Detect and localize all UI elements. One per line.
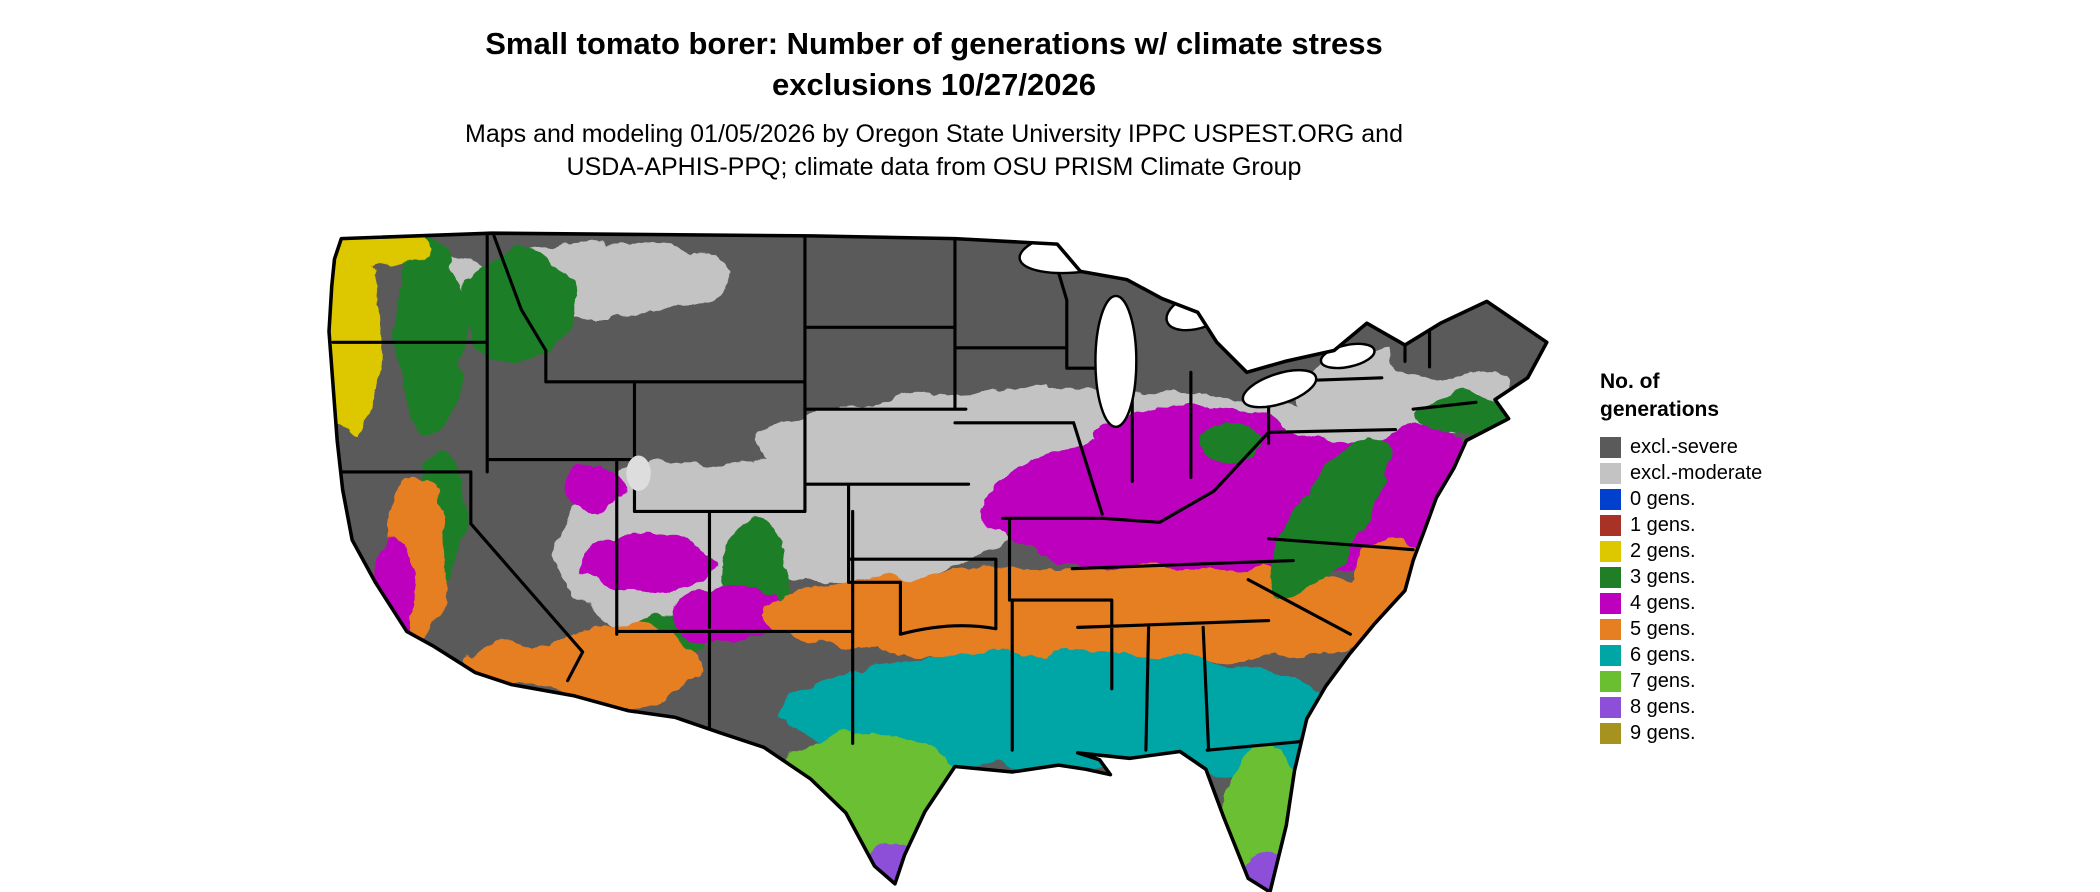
legend-item: excl.-moderate	[1600, 461, 1762, 487]
lake-michigan	[1094, 294, 1138, 429]
legend-swatch	[1600, 593, 1621, 615]
legend-label: 3 gens.	[1630, 566, 1696, 589]
lake-erie	[1241, 368, 1318, 409]
map-subtitle: Maps and modeling 01/05/2026 by Oregon S…	[465, 118, 1403, 184]
legend-swatch	[1600, 645, 1621, 667]
legend-item: 8 gens.	[1600, 695, 1762, 721]
legend-label: 5 gens.	[1630, 618, 1696, 641]
us-generations-map	[314, 225, 1555, 892]
legend-swatch	[1600, 489, 1621, 511]
region-excl-severe-northeast	[1385, 298, 1512, 381]
legend-swatch	[1600, 619, 1621, 641]
legend-item: 7 gens.	[1600, 669, 1762, 695]
legend-label: 4 gens.	[1630, 592, 1696, 615]
map-subtitle-line2: USDA-APHIS-PPQ; climate data from OSU PR…	[566, 153, 1302, 181]
map-title: Small tomato borer: Number of generation…	[485, 24, 1383, 106]
map-subtitle-line1: Maps and modeling 01/05/2026 by Oregon S…	[465, 120, 1403, 148]
legend-label: excl.-moderate	[1630, 462, 1763, 485]
great-salt-lake	[626, 455, 651, 491]
legend-heading: No. of generations	[1600, 368, 1762, 425]
legend-item: 5 gens.	[1600, 617, 1762, 643]
legend-item: 2 gens.	[1600, 539, 1762, 565]
legend-label: 7 gens.	[1630, 670, 1696, 693]
map-title-line2: exclusions 10/27/2026	[771, 66, 1097, 102]
legend-swatch	[1600, 671, 1621, 693]
legend-swatch	[1600, 515, 1621, 537]
legend-swatch	[1600, 463, 1621, 485]
legend-item: 3 gens.	[1600, 565, 1762, 591]
legend-swatch	[1600, 723, 1621, 745]
state-borders	[331, 233, 1478, 752]
legend-item: 9 gens.	[1600, 721, 1762, 747]
us-outline	[327, 231, 1549, 892]
legend: No. of generations excl.-severe excl.-mo…	[1600, 368, 1762, 747]
legend-item: 1 gens.	[1600, 513, 1762, 539]
legend-label: 2 gens.	[1630, 540, 1696, 563]
legend-item: 0 gens.	[1600, 487, 1762, 513]
legend-swatch	[1600, 567, 1621, 589]
legend-label: 9 gens.	[1630, 722, 1696, 745]
legend-swatch	[1600, 697, 1621, 719]
region-8-gens	[863, 844, 1296, 892]
legend-label: 0 gens.	[1630, 488, 1696, 511]
legend-swatch	[1600, 437, 1621, 459]
legend-label: excl.-severe	[1630, 436, 1738, 459]
map-title-line1: Small tomato borer: Number of generation…	[485, 26, 1383, 61]
legend-item: 4 gens.	[1600, 591, 1762, 617]
legend-heading-line2: generations	[1600, 398, 1720, 422]
us-map-svg	[327, 231, 1549, 892]
legend-label: 1 gens.	[1630, 514, 1696, 537]
legend-swatch	[1600, 541, 1621, 563]
legend-rows: excl.-severe excl.-moderate 0 gens. 1 ge…	[1600, 435, 1762, 747]
legend-heading-line1: No. of	[1600, 370, 1660, 393]
legend-label: 8 gens.	[1630, 696, 1696, 719]
legend-item: excl.-severe	[1600, 435, 1762, 461]
legend-item: 6 gens.	[1600, 643, 1762, 669]
legend-label: 6 gens.	[1630, 644, 1696, 667]
region-2-gens-coast	[329, 233, 432, 441]
